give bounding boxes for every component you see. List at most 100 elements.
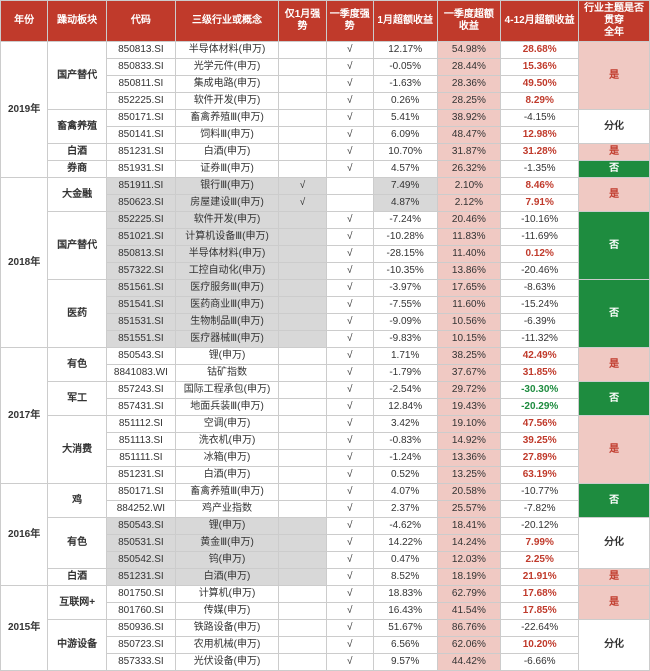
industry-cell: 饲料Ⅲ(申万) — [175, 127, 279, 144]
through-cell: 是 — [579, 144, 650, 161]
industry-cell: 医药商业Ⅲ(申万) — [175, 297, 279, 314]
r412-cell: -4.15% — [501, 110, 579, 127]
q1tick-cell: √ — [326, 603, 373, 620]
table-row: 军工857243.SI国际工程承包(申万)√-2.54%29.72%-30.30… — [1, 382, 650, 399]
only1-cell — [279, 331, 326, 348]
q1tick-cell: √ — [326, 484, 373, 501]
m1-cell: 51.67% — [373, 620, 437, 637]
q1tick-cell: √ — [326, 127, 373, 144]
industry-cell: 计算机(申万) — [175, 586, 279, 603]
r412-cell: 7.99% — [501, 535, 579, 552]
q1tick-cell: √ — [326, 161, 373, 178]
r412-cell: -20.46% — [501, 263, 579, 280]
industry-cell: 光伏设备(申万) — [175, 654, 279, 671]
m1-cell: 6.56% — [373, 637, 437, 654]
col-header: 1月超额收益 — [373, 1, 437, 42]
only1-cell — [279, 127, 326, 144]
table-row: 医药851561.SI医疗服务Ⅲ(申万)√-3.97%17.65%-8.63%否 — [1, 280, 650, 297]
industry-cell: 白酒(申万) — [175, 569, 279, 586]
q1tick-cell: √ — [326, 654, 373, 671]
industry-cell: 半导体材料(申万) — [175, 42, 279, 59]
q1r-cell: 20.46% — [437, 212, 501, 229]
code-cell: 857322.SI — [107, 263, 175, 280]
through-cell: 是 — [579, 178, 650, 212]
industry-cell: 锂(申万) — [175, 348, 279, 365]
m1-cell: 1.71% — [373, 348, 437, 365]
m1-cell: -1.79% — [373, 365, 437, 382]
m1-cell: 0.47% — [373, 552, 437, 569]
sector-cell: 白酒 — [48, 144, 107, 161]
only1-cell — [279, 399, 326, 416]
r412-cell: -6.66% — [501, 654, 579, 671]
sector-cell: 互联网+ — [48, 586, 107, 620]
code-cell: 884252.WI — [107, 501, 175, 518]
code-cell: 850723.SI — [107, 637, 175, 654]
industry-cell: 房屋建设Ⅲ(申万) — [175, 195, 279, 212]
table-row: 白酒851231.SI白酒(申万)√10.70%31.87%31.28%是 — [1, 144, 650, 161]
code-cell: 850171.SI — [107, 110, 175, 127]
year-cell: 2015年 — [1, 586, 48, 671]
q1tick-cell: √ — [326, 212, 373, 229]
q1r-cell: 19.43% — [437, 399, 501, 416]
q1tick-cell: √ — [326, 76, 373, 93]
q1tick-cell: √ — [326, 433, 373, 450]
only1-cell — [279, 603, 326, 620]
q1r-cell: 25.57% — [437, 501, 501, 518]
code-cell: 850811.SI — [107, 76, 175, 93]
code-cell: 850813.SI — [107, 42, 175, 59]
r412-cell: 15.36% — [501, 59, 579, 76]
only1-cell — [279, 314, 326, 331]
m1-cell: -3.97% — [373, 280, 437, 297]
year-cell: 2016年 — [1, 484, 48, 586]
code-cell: 851231.SI — [107, 144, 175, 161]
industry-cell: 软件开发(申万) — [175, 212, 279, 229]
q1tick-cell: √ — [326, 620, 373, 637]
industry-cell: 农用机械(申万) — [175, 637, 279, 654]
code-cell: 850623.SI — [107, 195, 175, 212]
q1r-cell: 12.03% — [437, 552, 501, 569]
industry-cell: 传媒(申万) — [175, 603, 279, 620]
m1-cell: 5.41% — [373, 110, 437, 127]
q1tick-cell: √ — [326, 314, 373, 331]
q1r-cell: 28.25% — [437, 93, 501, 110]
q1r-cell: 62.79% — [437, 586, 501, 603]
only1-cell — [279, 654, 326, 671]
sector-cell: 有色 — [48, 518, 107, 569]
industry-cell: 医疗器械Ⅲ(申万) — [175, 331, 279, 348]
only1-cell — [279, 229, 326, 246]
r412-cell: -6.39% — [501, 314, 579, 331]
q1tick-cell: √ — [326, 331, 373, 348]
r412-cell: 31.28% — [501, 144, 579, 161]
code-cell: 852225.SI — [107, 93, 175, 110]
m1-cell: 4.87% — [373, 195, 437, 212]
only1-cell — [279, 297, 326, 314]
only1-cell — [279, 110, 326, 127]
q1r-cell: 13.36% — [437, 450, 501, 467]
industry-cell: 地面兵装Ⅲ(申万) — [175, 399, 279, 416]
only1-cell — [279, 416, 326, 433]
q1r-cell: 62.06% — [437, 637, 501, 654]
col-header: 代码 — [107, 1, 175, 42]
sector-cell: 军工 — [48, 382, 107, 416]
r412-cell: -20.12% — [501, 518, 579, 535]
m1-cell: -1.63% — [373, 76, 437, 93]
table-row: 白酒851231.SI白酒(申万)√8.52%18.19%21.91%是 — [1, 569, 650, 586]
only1-cell — [279, 42, 326, 59]
industry-cell: 畜禽养殖Ⅲ(申万) — [175, 110, 279, 127]
sector-cell: 鸡 — [48, 484, 107, 518]
col-header: 4-12月超额收益 — [501, 1, 579, 42]
code-cell: 852225.SI — [107, 212, 175, 229]
q1r-cell: 28.36% — [437, 76, 501, 93]
table-row: 2018年大金融851911.SI银行Ⅲ(申万)√7.49%2.10%8.46%… — [1, 178, 650, 195]
q1r-cell: 86.76% — [437, 620, 501, 637]
col-header: 一季度强势 — [326, 1, 373, 42]
col-header: 行业主题是否贯穿全年 — [579, 1, 650, 42]
q1tick-cell: √ — [326, 637, 373, 654]
r412-cell: -22.64% — [501, 620, 579, 637]
m1-cell: -1.24% — [373, 450, 437, 467]
only1-cell — [279, 484, 326, 501]
code-cell: 801750.SI — [107, 586, 175, 603]
only1-cell — [279, 263, 326, 280]
m1-cell: -7.24% — [373, 212, 437, 229]
only1-cell — [279, 467, 326, 484]
